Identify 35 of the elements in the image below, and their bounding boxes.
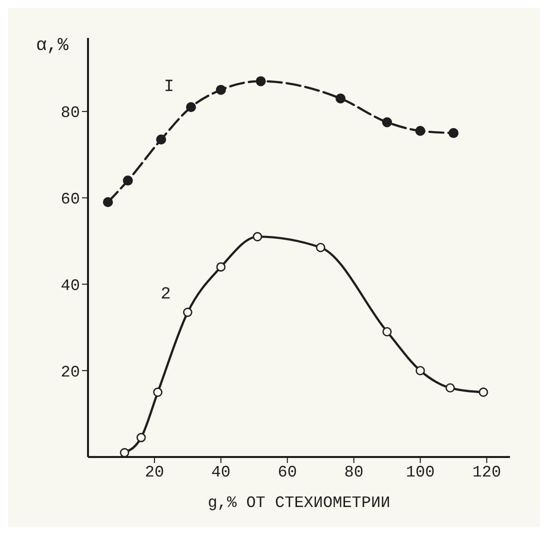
x-tick-label: 120: [472, 463, 502, 482]
point: [448, 128, 459, 138]
y-tick-label: 80: [60, 104, 80, 122]
y-tick-label: 60: [60, 190, 80, 209]
y-tick-label: 40: [60, 276, 80, 295]
point: [122, 176, 133, 186]
point: [156, 134, 166, 145]
point: [120, 448, 130, 457]
point: [136, 432, 146, 442]
point: [316, 242, 326, 252]
point: [336, 93, 346, 104]
point: [216, 84, 226, 95]
x-axis-title: g,% ОТ СТЕХИОМЕТРИИ: [208, 494, 390, 512]
point: [415, 126, 426, 136]
point: [256, 76, 266, 86]
point: [153, 388, 162, 397]
point: [382, 327, 392, 336]
point: [252, 232, 262, 242]
point: [382, 117, 392, 128]
point: [478, 388, 488, 397]
x-tick-label: 20: [144, 463, 164, 482]
x-tick-label: 40: [211, 463, 231, 482]
point: [186, 102, 196, 112]
x-tick-label: 60: [278, 463, 297, 482]
series-label: I: [164, 78, 174, 98]
y-tick-label: 20: [60, 363, 80, 382]
point: [216, 262, 226, 272]
point: [183, 308, 192, 317]
point: [102, 197, 113, 208]
x-tick-label: 80: [344, 463, 364, 482]
y-axis-title: α,%: [36, 36, 69, 56]
point: [416, 366, 425, 376]
x-tick-label: 100: [406, 463, 435, 482]
series-label: 2: [160, 285, 171, 304]
point: [446, 383, 455, 393]
